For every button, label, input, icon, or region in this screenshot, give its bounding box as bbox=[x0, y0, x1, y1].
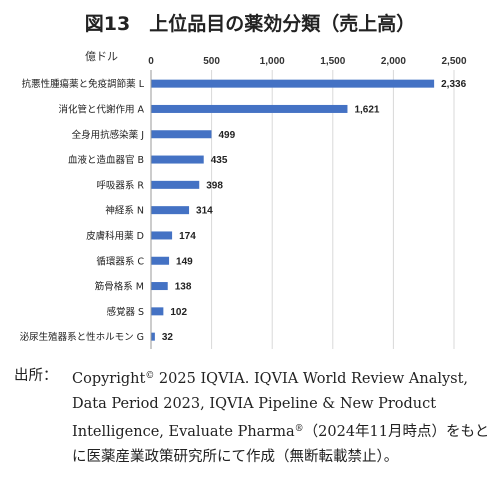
chart-title: 図13 上位品目の薬効分類（売上高） bbox=[85, 12, 415, 35]
source-text-part2: 2025 IQVIA. IQVIA World Review Analyst, … bbox=[72, 371, 469, 440]
copyright-mark: © bbox=[145, 371, 155, 381]
category-label: 神経系 N bbox=[105, 205, 144, 217]
category-label: 全身用抗感染薬 J bbox=[72, 129, 144, 141]
bars bbox=[151, 79, 435, 341]
data-label: 435 bbox=[211, 155, 228, 166]
category-label: 血液と造血器官 B bbox=[68, 154, 144, 166]
x-tick-label: 500 bbox=[203, 56, 220, 67]
data-label: 174 bbox=[179, 231, 196, 242]
data-label: 398 bbox=[206, 180, 223, 191]
bar bbox=[151, 256, 170, 265]
category-label: 筋骨格系 M bbox=[95, 281, 144, 293]
data-label: 138 bbox=[175, 282, 192, 293]
grid bbox=[211, 70, 455, 349]
data-label: 314 bbox=[196, 206, 213, 217]
data-label: 102 bbox=[170, 307, 187, 318]
bar bbox=[151, 155, 204, 164]
data-label: 32 bbox=[162, 332, 174, 343]
x-tick-label: 1,500 bbox=[320, 56, 345, 67]
category-label: 消化管と代謝作用 A bbox=[58, 103, 144, 115]
category-label: 泌尿生殖器系と性ホルモン G bbox=[20, 331, 144, 343]
x-tick-label: 0 bbox=[148, 56, 154, 67]
x-tick-label: 2,500 bbox=[441, 56, 466, 67]
bar bbox=[151, 206, 190, 215]
category-label: 循環器系 C bbox=[96, 255, 144, 267]
bar bbox=[151, 104, 348, 113]
category-label: 皮膚科用薬 D bbox=[86, 230, 144, 242]
source-text: Copyright© 2025 IQVIA. IQVIA World Revie… bbox=[72, 364, 490, 470]
x-tick-label: 1,000 bbox=[260, 56, 285, 67]
category-labels: 抗悪性腫瘍薬と免疫調節薬 L 消化管と代謝作用 A 全身用抗感染薬 J 血液と造血器官… bbox=[20, 78, 145, 343]
x-axis-ticks: 0 500 1,000 1,500 2,000 2,500 bbox=[148, 56, 467, 67]
data-label: 499 bbox=[218, 130, 235, 141]
category-label: 感覚器 S bbox=[106, 306, 144, 318]
data-label: 1,621 bbox=[354, 104, 379, 115]
registered-mark: ® bbox=[294, 424, 304, 434]
source-text-part1: Copyright bbox=[72, 371, 146, 387]
category-label: 抗悪性腫瘍薬と免疫調節薬 L bbox=[22, 78, 145, 90]
source-note: 出所： Copyright© 2025 IQVIA. IQVIA World R… bbox=[14, 364, 490, 470]
data-label: 149 bbox=[176, 256, 193, 267]
x-tick-label: 2,000 bbox=[381, 56, 406, 67]
category-label: 呼吸器系 R bbox=[96, 180, 144, 191]
bar bbox=[151, 79, 435, 88]
bar bbox=[151, 282, 168, 291]
source-text-part3: （2024年11月時点）をもとに医薬産業政策研究所にて作成（無断転載禁止）。 bbox=[72, 424, 490, 465]
bar bbox=[151, 130, 212, 139]
bar bbox=[151, 332, 155, 341]
unit-label: 億ドル bbox=[85, 50, 118, 63]
source-label: 出所： bbox=[14, 368, 58, 384]
bar bbox=[151, 307, 164, 316]
bar bbox=[151, 180, 200, 189]
data-label: 2,336 bbox=[441, 79, 466, 90]
bar bbox=[151, 231, 173, 240]
value-labels: 2,336 1,621 499 435 398 314 174 149 138 102 32 bbox=[162, 79, 467, 343]
chart: 図13 上位品目の薬効分類（売上高） 億ドル 0 500 1,000 1,500 2,0… bbox=[20, 12, 467, 349]
